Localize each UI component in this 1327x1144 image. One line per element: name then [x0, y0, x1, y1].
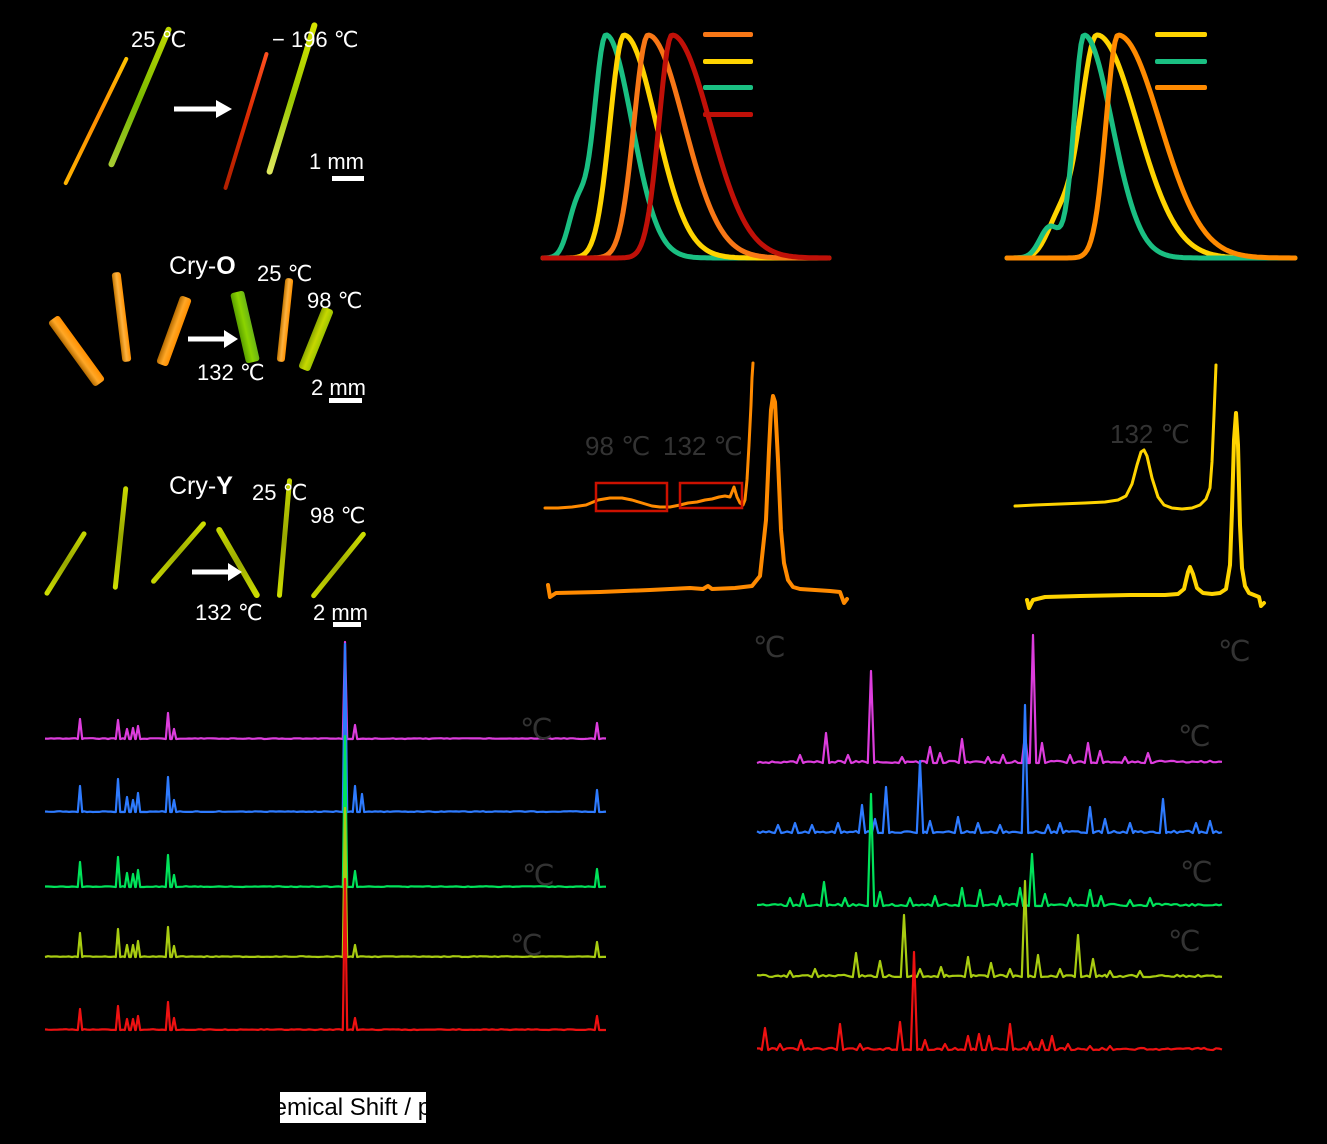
temp-label-start: 25 ℃ [252, 480, 308, 505]
arrow-icon [174, 100, 232, 118]
spectrum-trace [756, 703, 1223, 835]
temperature-axis-unit: ℃ [1218, 636, 1251, 668]
transition-highlight-box [594, 481, 669, 513]
chemical-shift-axis-label: Chemical Shift / ppm [280, 1094, 426, 1121]
legend-line [1155, 59, 1207, 64]
transition-temperature-label: 132 ℃ [663, 431, 743, 461]
temp-label-end: 132 ℃ [195, 600, 263, 625]
legend-line [703, 85, 753, 90]
scale-bar [332, 176, 364, 181]
spectrum-trace [756, 950, 1223, 1052]
dsc-inset-curve [543, 361, 755, 510]
temperature-unit-label: ℃ [1178, 721, 1211, 753]
temperature-unit-label: ℃ [1168, 926, 1201, 958]
transition-temperature-label: 98 ℃ [585, 431, 651, 461]
temp-label-mid: 98 ℃ [307, 288, 363, 313]
temperature-unit-label: ℃ [522, 860, 555, 892]
temp-label-mid: 98 ℃ [310, 503, 366, 528]
scale-bar-label: 2 mm [311, 375, 366, 400]
temperature-axis-unit: ℃ [753, 632, 786, 664]
temp-label-before: 25 ℃ [131, 27, 187, 52]
transition-highlight-box [678, 481, 744, 510]
title-prefix: Cry- [169, 472, 217, 500]
legend-line [703, 112, 753, 117]
legend-line [703, 32, 753, 37]
temp-label-after: − 196 ℃ [272, 27, 359, 52]
legend-line [1155, 32, 1207, 37]
transition-temperature-label: 132 ℃ [1110, 419, 1190, 449]
spectrum-trace [756, 792, 1223, 908]
title-bold: Y [216, 472, 233, 500]
pl-spectrum-curve [540, 32, 832, 261]
spectrum-trace [44, 640, 607, 741]
scale-bar-label: 1 mm [309, 149, 364, 174]
title-bold: O [216, 252, 236, 280]
spectrum-trace [756, 633, 1223, 765]
dsc-main-curve [1025, 411, 1266, 610]
scale-bar [333, 622, 361, 627]
spectrum-trace [44, 642, 607, 814]
dsc-inset-curve [1013, 363, 1218, 511]
pl-spectrum-curve [540, 32, 832, 261]
spectrum-trace [44, 806, 606, 959]
dsc-main-curve [546, 394, 849, 605]
legend-line [703, 59, 753, 64]
pl-spectrum-curve [1004, 32, 1298, 261]
legend-line [1155, 85, 1207, 90]
arrow-icon [188, 330, 238, 348]
arrow-icon [192, 563, 242, 581]
title-prefix: Cry- [169, 252, 217, 280]
temp-label-start: 25 ℃ [257, 261, 313, 286]
temperature-unit-label: ℃ [520, 714, 553, 746]
pl-spectrum-curve [1004, 32, 1298, 261]
spectrum-trace [756, 879, 1223, 979]
spectrum-trace [45, 734, 606, 889]
chemical-shift-axis-label-box: Chemical Shift / ppm [280, 1092, 426, 1123]
temperature-unit-label: ℃ [1180, 857, 1213, 889]
spectrum-trace [44, 877, 606, 1032]
scale-bar [329, 398, 362, 403]
scale-bar-label: 2 mm [313, 600, 368, 625]
panel-title-cry-o: Cry-O [169, 252, 236, 281]
panel-title-cry-y: Cry-Y [169, 472, 233, 501]
temp-label-end: 132 ℃ [197, 360, 265, 385]
temperature-unit-label: ℃ [510, 930, 543, 962]
